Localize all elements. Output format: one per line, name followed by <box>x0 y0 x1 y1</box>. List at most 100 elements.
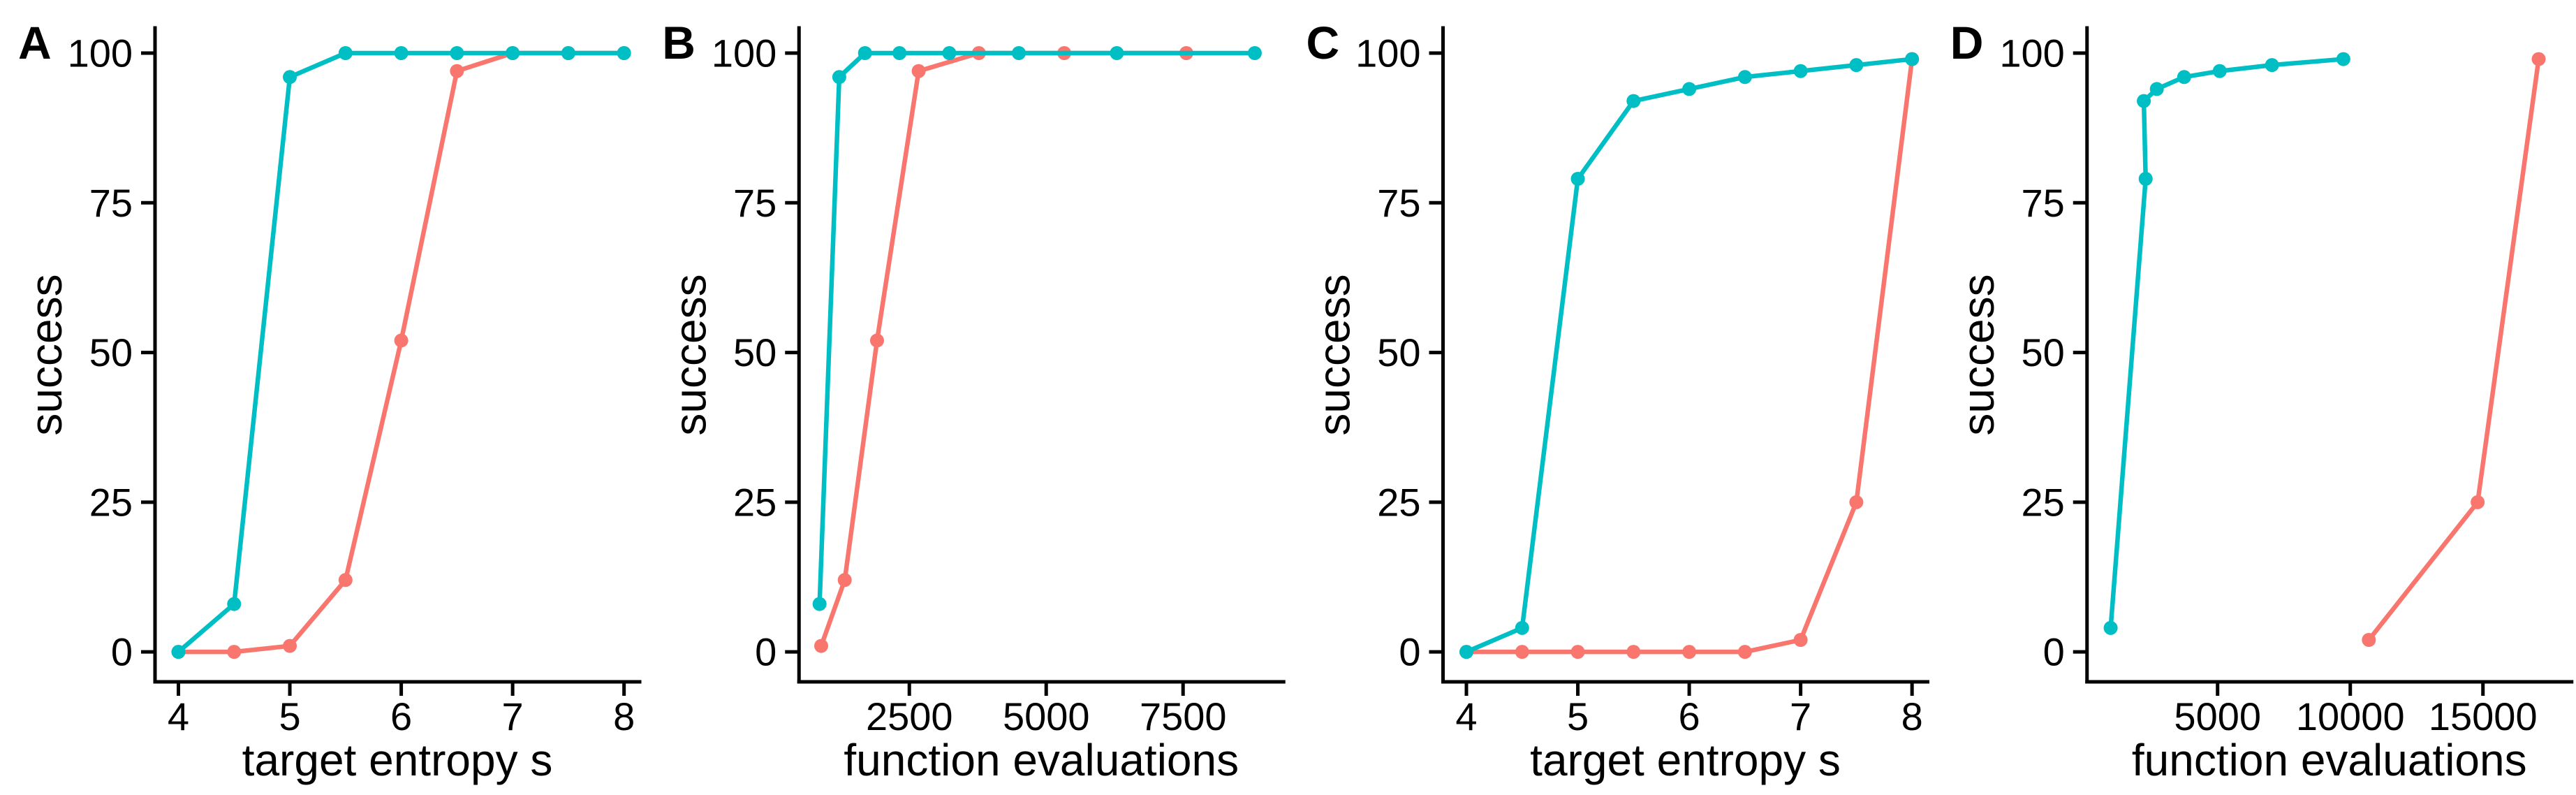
panel-c-y-tick-label: 75 <box>1377 181 1420 225</box>
panel-b-y-tick-label: 25 <box>733 480 777 524</box>
panel-d-teal-point <box>2149 82 2164 96</box>
panel-d-teal-point <box>2177 70 2191 85</box>
panel-d-teal-point <box>2265 58 2279 73</box>
panel-b-teal-point <box>858 46 872 60</box>
panel-a-teal-point <box>450 46 464 60</box>
panel-c-red-point <box>1849 495 1864 509</box>
panel-c-teal-point <box>1793 64 1808 78</box>
panel-c-red-point <box>1682 645 1697 659</box>
panel-b-red-point <box>869 333 884 348</box>
panel-b-teal-point <box>942 46 957 60</box>
panel-c-red-line <box>1464 57 1915 655</box>
panel-c-teal-line <box>1464 57 1915 655</box>
panel-b-teal-point <box>1012 46 1026 60</box>
panel-a-red-point <box>450 64 464 78</box>
panel-d-teal-point <box>2212 64 2227 78</box>
panel-a-x-tick-label: 8 <box>613 694 635 738</box>
panel-c-x-tick-label: 4 <box>1455 694 1477 738</box>
panel-d-y-tick-label: 25 <box>2021 480 2064 524</box>
panel-a-x-axis-title: target entropy s <box>242 735 553 785</box>
panel-a-x-tick-label: 5 <box>279 694 300 738</box>
panel-b-teal-line <box>817 50 1258 606</box>
panel-d-red-point <box>2531 52 2546 66</box>
panel-a-teal-point <box>338 46 353 60</box>
panel-b-y-tick-label: 50 <box>733 330 777 374</box>
panel-d-red-point <box>2471 495 2485 509</box>
panel-c-y-tick-label: 100 <box>1355 31 1420 75</box>
panel-b-teal-point <box>892 46 907 60</box>
panel-a-x-tick-label: 4 <box>168 694 189 738</box>
panel-a-red-point <box>338 573 353 588</box>
panel-c-x-tick-label: 8 <box>1901 694 1923 738</box>
panel-a-teal-point <box>227 597 242 611</box>
panel-b-x-tick-label: 7500 <box>1140 694 1227 738</box>
panel-c-y-axis-title: success <box>1309 274 1360 435</box>
panel-b-x-axis-title: function evaluations <box>844 735 1239 785</box>
panel-a-teal-point <box>506 46 520 60</box>
panel-a-teal-point <box>617 46 631 60</box>
panel-a-y-tick-label: 50 <box>89 330 133 374</box>
panel-c-teal-point <box>1626 94 1641 108</box>
panel-b-red-point <box>911 64 926 78</box>
panel-a-teal-point <box>394 46 409 60</box>
panel-d-x-tick-label: 15000 <box>2429 694 2538 738</box>
panel-a-red-point <box>283 639 297 653</box>
panel-c-red-point <box>1515 645 1529 659</box>
panel-a-x-tick-label: 7 <box>502 694 524 738</box>
panel-c-x-tick-label: 7 <box>1790 694 1811 738</box>
panel-b-red-point <box>837 573 852 588</box>
panel-c-red-point <box>1793 633 1808 647</box>
panel-c-y-tick-label: 50 <box>1377 330 1420 374</box>
panel-b-y-tick-label: 75 <box>733 181 777 225</box>
panel-c-teal-point <box>1570 172 1585 186</box>
panel-d-red-line <box>2367 57 2541 643</box>
panel-d-teal-point <box>2336 52 2350 66</box>
panel-c-y-tick-label: 25 <box>1377 480 1420 524</box>
panel-d-y-axis-title: success <box>1953 274 2003 435</box>
panel-d-teal-line <box>2108 57 2346 631</box>
panel-a-x-tick-label: 6 <box>390 694 412 738</box>
panel-c-teal-point <box>1459 645 1474 659</box>
panel-a-teal-point <box>283 70 297 85</box>
panel-a-red-point <box>227 645 242 659</box>
panel-a-y-tick-label: 75 <box>89 181 133 225</box>
panel-a-teal-point <box>561 46 575 60</box>
panel-d-teal-point <box>2137 94 2151 108</box>
panel-d-red-point <box>2362 633 2376 647</box>
panel-b-teal-point <box>1247 46 1262 60</box>
panel-b-red-line <box>818 50 1189 648</box>
panel-b-red-point <box>814 639 829 653</box>
panel-c-x-tick-label: 5 <box>1567 694 1589 738</box>
panel-c-red-point <box>1626 645 1641 659</box>
panel-c-red-point <box>1570 645 1585 659</box>
panel-b-y-axis-title: success <box>665 274 715 435</box>
panel-a-red-point <box>394 333 409 348</box>
panel-a-y-axis-title: success <box>21 274 71 435</box>
panel-b-y-tick-label: 100 <box>712 31 777 75</box>
panel-a-y-tick-label: 0 <box>111 630 133 674</box>
panel-d-y-tick-label: 50 <box>2021 330 2064 374</box>
panel-d-y-tick-label: 0 <box>2043 630 2065 674</box>
panel-c-x-tick-label: 6 <box>1679 694 1700 738</box>
panel-c-x-axis-title: target entropy s <box>1530 735 1841 785</box>
panel-c-y-tick-label: 0 <box>1399 630 1420 674</box>
panel-b-label: B <box>662 17 695 68</box>
panel-c-teal-point <box>1737 70 1752 85</box>
panel-b-x-tick-label: 2500 <box>866 694 953 738</box>
panel-d-x-tick-label: 10000 <box>2296 694 2405 738</box>
panel-c-label: C <box>1307 17 1340 68</box>
panel-c-teal-point <box>1515 620 1529 635</box>
panel-d-teal-point <box>2103 620 2118 635</box>
panel-d-teal-point <box>2138 172 2153 186</box>
panel-c-teal-point <box>1682 82 1697 96</box>
panel-a-teal-point <box>171 645 186 659</box>
panel-a: A 0 25 50 75 100 4 5 6 7 8 target entropy s success <box>18 17 642 785</box>
panel-a-teal-line <box>176 50 626 655</box>
panel-d-label: D <box>1950 17 1984 68</box>
panel-c-teal-point <box>1905 52 1920 66</box>
panel-a-y-tick-label: 100 <box>68 31 133 75</box>
